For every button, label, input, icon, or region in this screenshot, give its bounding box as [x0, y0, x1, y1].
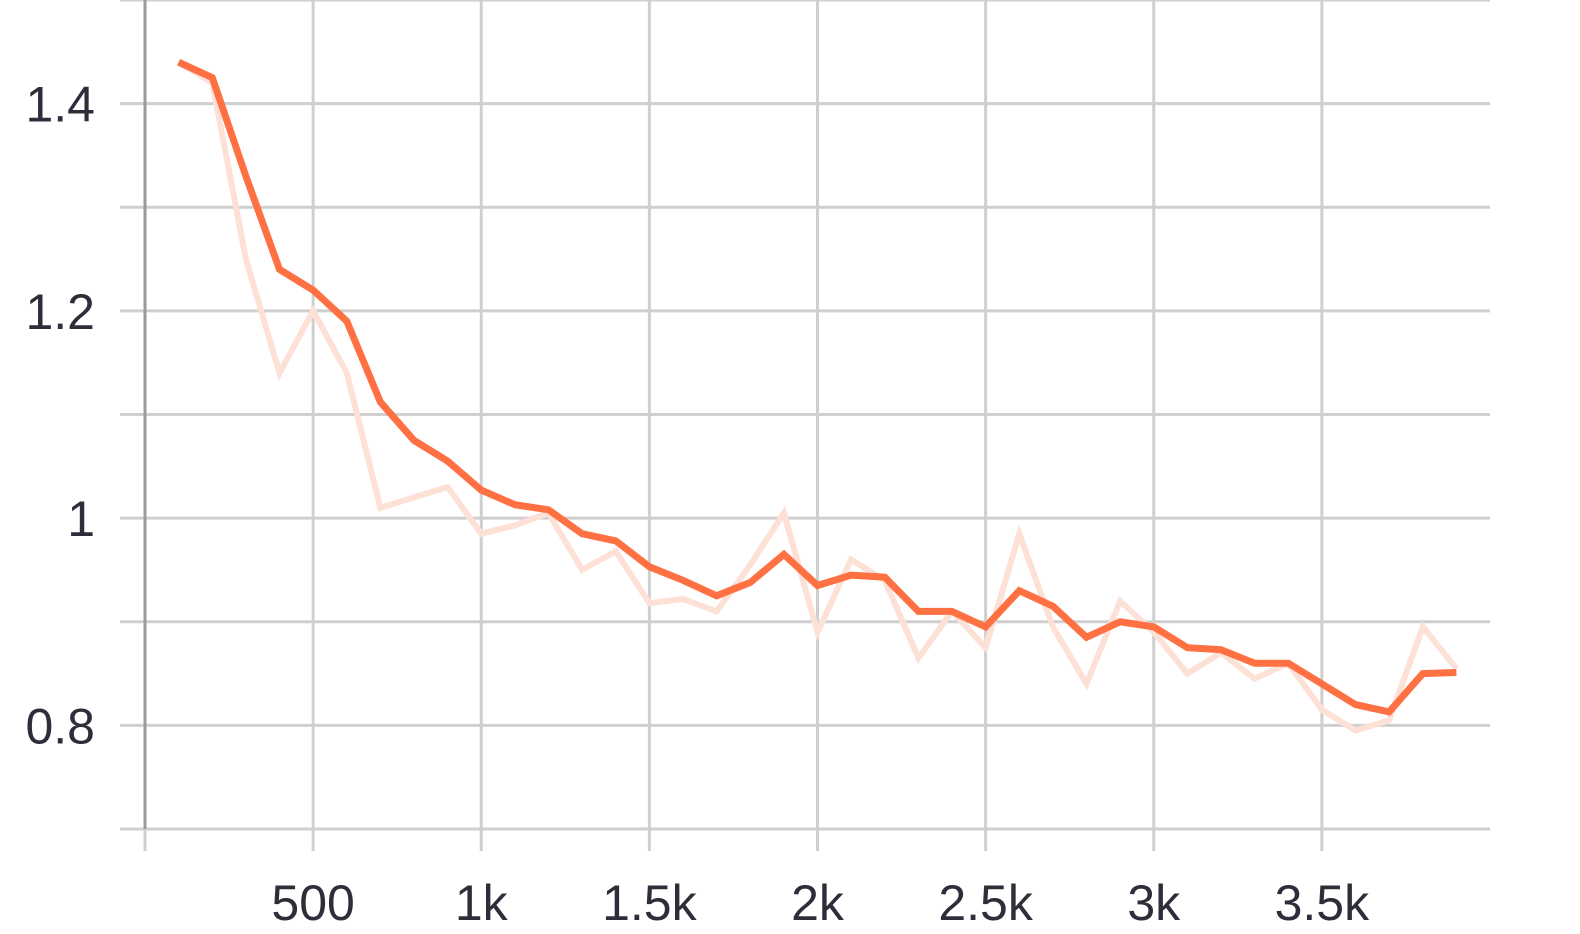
- y-tick-label: 1.4: [25, 77, 95, 133]
- y-tick-label: 1.2: [25, 284, 95, 340]
- grid-layer: [120, 0, 1490, 851]
- x-tick-label: 2.5k: [938, 875, 1034, 931]
- series-layer: [177, 59, 1459, 734]
- x-tick-label: 2k: [791, 875, 845, 931]
- x-tick-label: 1.5k: [602, 875, 698, 931]
- x-tick-label: 3k: [1127, 875, 1181, 931]
- x-tick-label: 1k: [455, 875, 509, 931]
- x-tick-label: 500: [271, 875, 354, 931]
- x-tick-label: 3.5k: [1275, 875, 1371, 931]
- series-line-raw: [177, 59, 1459, 734]
- y-tick-label: 1: [67, 491, 95, 547]
- series-line-smoothed: [177, 59, 1457, 716]
- tick-label-layer: 0.8 1 1.2 1.4 500 1k 1.5k 2k 2.5k 3k 3.5k: [25, 77, 1370, 931]
- y-tick-label: 0.8: [25, 698, 95, 754]
